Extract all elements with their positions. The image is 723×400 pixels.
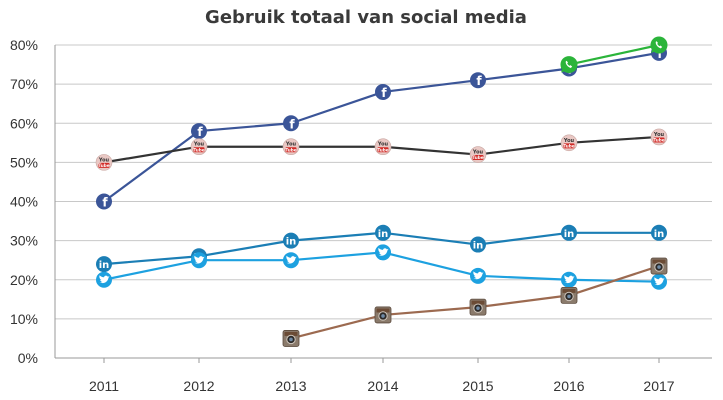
svg-text:in: in bbox=[378, 229, 389, 240]
svg-text:You: You bbox=[653, 132, 665, 138]
linkedin-icon: in bbox=[375, 224, 391, 241]
svg-text:f: f bbox=[289, 117, 295, 131]
svg-text:in: in bbox=[473, 241, 484, 252]
svg-text:Tube: Tube bbox=[98, 163, 109, 168]
x-tick-label: 2013 bbox=[275, 378, 306, 394]
grid bbox=[54, 44, 712, 359]
svg-text:You: You bbox=[377, 142, 389, 148]
instagram-icon bbox=[560, 286, 578, 304]
svg-text:You: You bbox=[472, 150, 484, 156]
svg-text:in: in bbox=[564, 229, 575, 240]
linkedin-icon: in bbox=[561, 224, 577, 241]
twitter-icon bbox=[191, 252, 207, 269]
facebook-icon: f bbox=[283, 115, 299, 132]
y-tick-label: 70% bbox=[10, 76, 38, 92]
x-tick-label: 2015 bbox=[462, 378, 493, 394]
x-tick-label: 2011 bbox=[89, 378, 119, 394]
series-markers: fffffffYouTubeYouTubeYouTubeYouTubeYouTu… bbox=[95, 36, 668, 347]
twitter-icon bbox=[283, 252, 299, 269]
svg-text:in: in bbox=[654, 229, 665, 240]
y-tick-label: 30% bbox=[10, 233, 38, 249]
svg-text:f: f bbox=[102, 196, 108, 210]
facebook-icon: f bbox=[191, 123, 207, 140]
y-tick-label: 40% bbox=[10, 194, 38, 210]
twitter-icon bbox=[375, 244, 391, 261]
svg-text:f: f bbox=[381, 86, 387, 100]
instagram-icon bbox=[282, 330, 300, 347]
y-tick-label: 60% bbox=[10, 115, 38, 131]
linkedin-icon: in bbox=[470, 236, 486, 253]
linkedin-icon: in bbox=[96, 256, 112, 273]
x-axis-ticks: 2011 2012 2013 2014 2015 2016 2017 bbox=[89, 358, 675, 394]
facebook-series-line bbox=[103, 51, 660, 203]
svg-text:Tube: Tube bbox=[193, 147, 204, 152]
svg-text:Tube: Tube bbox=[563, 143, 574, 148]
whatsapp-icon bbox=[560, 56, 578, 74]
svg-text:f: f bbox=[657, 47, 663, 61]
svg-text:Tube: Tube bbox=[377, 147, 388, 152]
svg-text:in: in bbox=[286, 237, 297, 248]
svg-text:f: f bbox=[476, 74, 482, 88]
svg-text:You: You bbox=[563, 138, 575, 144]
svg-text:in: in bbox=[99, 260, 110, 271]
svg-text:Tube: Tube bbox=[285, 147, 296, 152]
svg-text:You: You bbox=[285, 142, 297, 148]
y-tick-label: 0% bbox=[18, 350, 38, 366]
facebook-icon: f bbox=[470, 72, 486, 89]
x-tick-label: 2014 bbox=[367, 378, 398, 394]
y-tick-label: 80% bbox=[10, 37, 38, 53]
svg-text:You: You bbox=[193, 142, 205, 148]
twitter-icon bbox=[470, 267, 486, 284]
whatsapp-series-line bbox=[568, 43, 660, 66]
linkedin-icon: in bbox=[651, 224, 667, 241]
svg-text:You: You bbox=[98, 157, 110, 163]
svg-text:Tube: Tube bbox=[653, 138, 664, 143]
facebook-icon: f bbox=[96, 193, 112, 210]
instagram-icon bbox=[469, 298, 487, 316]
x-tick-label: 2016 bbox=[553, 378, 584, 394]
chart-title: Gebruik totaal van social media bbox=[205, 7, 527, 28]
twitter-icon bbox=[651, 273, 667, 290]
instagram-icon bbox=[374, 306, 392, 324]
twitter-icon bbox=[561, 271, 577, 288]
twitter-icon bbox=[96, 271, 112, 288]
y-axis-ticks: 0% 10% 20% 30% 40% 50% 60% 70% 80% bbox=[10, 37, 38, 366]
svg-text:Tube: Tube bbox=[472, 155, 483, 160]
facebook-icon: f bbox=[375, 83, 391, 100]
svg-text:f: f bbox=[197, 125, 203, 139]
instagram-icon bbox=[650, 257, 668, 275]
whatsapp-icon bbox=[650, 36, 668, 54]
x-tick-label: 2017 bbox=[643, 378, 674, 394]
y-tick-label: 50% bbox=[10, 154, 38, 170]
linkedin-icon: in bbox=[283, 232, 299, 249]
x-tick-label: 2012 bbox=[183, 378, 214, 394]
y-tick-label: 10% bbox=[10, 311, 38, 327]
y-tick-label: 20% bbox=[10, 272, 38, 288]
